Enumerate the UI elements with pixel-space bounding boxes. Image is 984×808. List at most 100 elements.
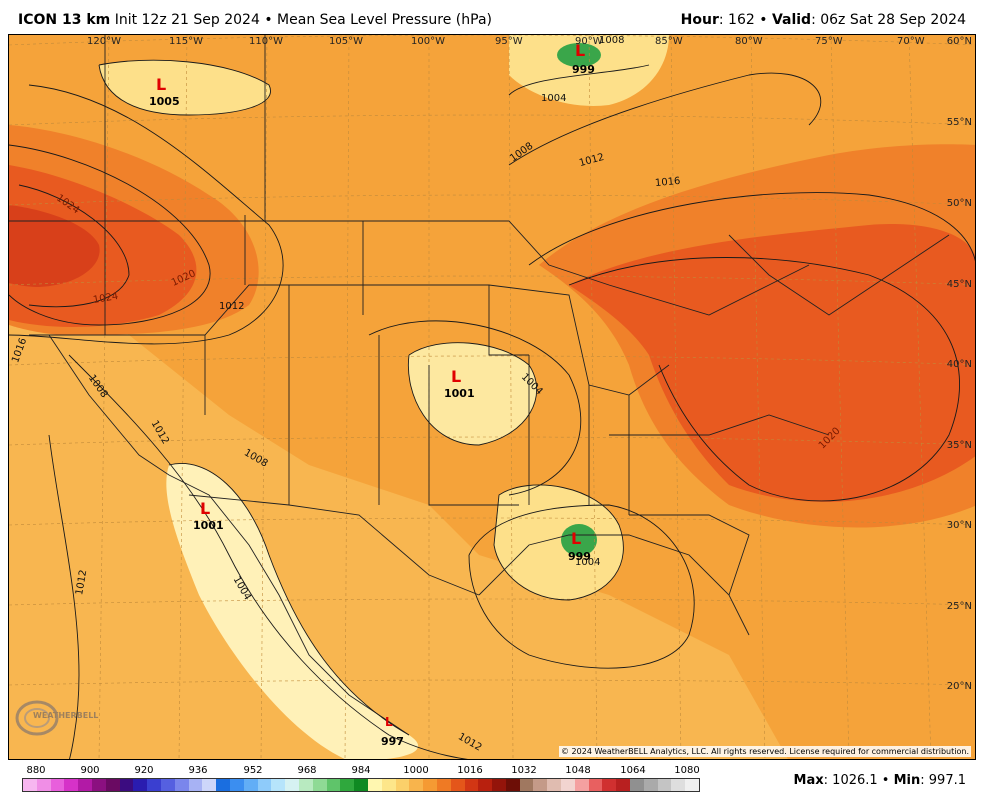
isobar-label: 1012 [219,301,245,312]
low-pressure-value: 999 [572,63,595,76]
lat-label: 20°N [946,681,972,692]
colorbar-swatch [657,779,672,791]
copyright-notice: © 2024 WeatherBELL Analytics, LLC. All r… [559,746,971,757]
shading-low-nw [99,60,271,115]
colorbar-tick: 900 [80,765,100,776]
colorbar-swatch [243,779,258,791]
colorbar-tick: 1000 [403,765,429,776]
colorbar-swatch [147,779,161,791]
colorbar-swatch [602,779,617,791]
colorbar-swatch [547,779,562,791]
low-pressure-value: 1001 [193,519,224,532]
lon-label: 105°W [329,36,363,47]
colorbar-swatch [450,779,465,791]
colorbar-swatch [616,779,631,791]
colorbar-tick: 952 [243,765,263,776]
colorbar-swatch [285,779,299,791]
lon-label: 75°W [815,36,843,47]
colorbar-swatch [561,779,575,791]
colorbar-swatch [519,779,534,791]
init-time: Init 12z 21 Sep 2024 [114,12,260,28]
lon-label: 85°W [655,36,683,47]
model-name: ICON 13 km [18,12,111,28]
header-bar: ICON 13 km Init 12z 21 Sep 2024 • Mean S… [0,0,984,34]
logo-text: WEATHERBELL [33,711,99,720]
colorbar-swatch [436,779,451,791]
logo-swirl-icon [15,700,59,736]
header-separator-2: • [759,12,768,28]
low-pressure-marker: L [451,367,462,386]
colorbar-swatch [133,779,148,791]
colorbar-swatch [354,779,368,791]
colorbar-swatch [36,779,51,791]
low-pressure-marker: L [200,499,211,518]
header-left: ICON 13 km Init 12z 21 Sep 2024 • Mean S… [18,12,492,28]
shading-low-central [408,342,537,445]
colorbar-swatch [685,779,700,791]
lat-label: 30°N [946,520,972,531]
shading-1020-west [9,165,197,327]
lat-label: 35°N [946,440,972,451]
colorbar-swatch [464,779,479,791]
colorbar-swatch [395,779,410,791]
colorbar-swatch [271,779,286,791]
colorbar-swatch [202,779,217,791]
chart-title: Mean Sea Level Pressure (hPa) [277,12,492,28]
valid-label: Valid [771,12,812,28]
lat-label: 55°N [946,117,972,128]
isobar-label: 1004 [541,93,567,104]
colorbar-tick: 880 [26,765,46,776]
colorbar-swatch [91,779,106,791]
max-min-readout: Max: 1026.1 • Min: 997.1 [794,773,966,788]
colorbar-swatch [216,779,230,791]
min-value: : 997.1 [920,773,966,788]
colorbar-swatch [533,779,548,791]
colorbar-tick: 1032 [511,765,537,776]
low-pressure-value: 999 [568,550,591,563]
colorbar-swatch [367,779,382,791]
colorbar-tick: 1048 [565,765,591,776]
colorbar-tick: 1080 [674,765,700,776]
low-pressure-marker: L [385,715,393,729]
colorbar-tick: 968 [297,765,317,776]
colorbar-swatch [326,779,341,791]
pressure-colorbar [22,778,700,792]
colorbar-swatch [340,779,355,791]
shading-1020-east [569,224,975,502]
min-label: Min [893,773,921,788]
colorbar-swatch [105,779,120,791]
max-value: : 1026.1 [823,773,878,788]
lon-label: 80°W [735,36,763,47]
lat-label: 40°N [946,359,972,370]
colorbar-tick: 1016 [457,765,483,776]
green-low-gulf [561,524,597,556]
colorbar-tick: 984 [351,765,371,776]
lat-label: 45°N [946,279,972,290]
low-pressure-value: 997 [381,735,404,748]
green-low-north [557,43,601,67]
low-pressure-marker: L [156,75,167,94]
colorbar-tick: 920 [134,765,154,776]
colorbar-swatch [381,779,396,791]
map-canvas [9,35,975,759]
lon-label: 90°W [575,36,603,47]
hour-label: Hour [680,12,719,28]
lon-label: 115°W [169,36,203,47]
lon-label: 95°W [495,36,523,47]
max-min-separator: • [881,773,890,788]
colorbar-swatch [630,779,644,791]
pressure-map[interactable]: 120°W 115°W 110°W 105°W 100°W 95°W 90°W … [8,34,976,760]
colorbar-swatch [298,779,313,791]
valid-value: : 06z Sat 28 Sep 2024 [811,12,966,28]
colorbar-swatch [50,779,65,791]
colorbar-swatch [257,779,272,791]
isobars [9,59,975,759]
max-label: Max [793,773,824,788]
header-separator: • [264,12,273,28]
colorbar-swatch [160,779,175,791]
lon-label: 110°W [249,36,283,47]
graticule [9,35,975,759]
colorbar-tick: 1064 [620,765,646,776]
shading-low-mexico [166,463,418,759]
borders [9,35,950,736]
